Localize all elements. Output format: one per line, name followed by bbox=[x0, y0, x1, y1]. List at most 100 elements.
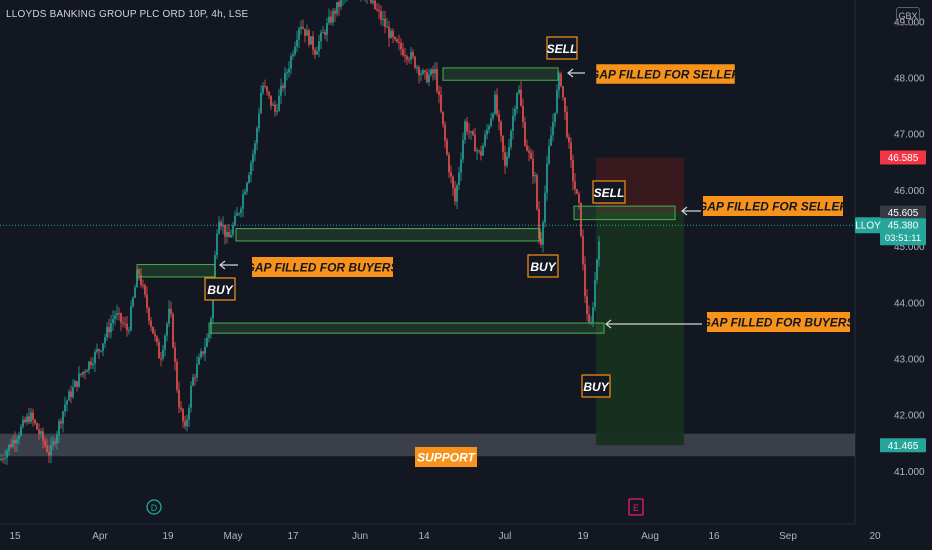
candle-body bbox=[100, 350, 102, 352]
candle-body bbox=[258, 113, 260, 129]
time-tick-label: 19 bbox=[577, 531, 589, 542]
candle-body bbox=[554, 112, 556, 123]
sell-signal-right: SELL bbox=[592, 180, 626, 204]
candle-body bbox=[286, 72, 288, 74]
candle-body bbox=[142, 285, 144, 287]
candle-body bbox=[224, 224, 226, 237]
candle-body bbox=[282, 85, 284, 89]
currency-badge[interactable]: GBX bbox=[896, 7, 920, 25]
candle-body bbox=[530, 152, 532, 159]
earnings-marker[interactable]: E bbox=[628, 498, 644, 516]
candle-body bbox=[90, 361, 92, 366]
candle-body bbox=[418, 67, 420, 76]
candle-body bbox=[106, 327, 108, 338]
candle-body bbox=[136, 269, 138, 288]
candle-body bbox=[278, 95, 280, 111]
candle-body bbox=[490, 118, 492, 127]
candle-body bbox=[88, 361, 90, 371]
dividend-marker[interactable]: D bbox=[146, 499, 162, 515]
candle-body bbox=[416, 67, 418, 69]
svg-text:46.585: 46.585 bbox=[888, 153, 919, 164]
seller-gap-zone-right bbox=[573, 205, 676, 221]
candle-body bbox=[296, 39, 298, 47]
candle-body bbox=[334, 10, 336, 14]
time-tick-label: 19 bbox=[162, 531, 174, 542]
candle-body bbox=[456, 185, 458, 202]
candle-body bbox=[164, 335, 166, 350]
price-tick-label: 44.000 bbox=[894, 298, 925, 309]
candle-body bbox=[584, 264, 586, 297]
svg-text:41.465: 41.465 bbox=[888, 441, 919, 452]
candle-body bbox=[598, 241, 600, 260]
candle-body bbox=[42, 431, 44, 441]
gap-label-buyers-lower: GAP FILLED FOR BUYERS bbox=[702, 312, 854, 332]
candle-body bbox=[150, 320, 152, 327]
candle-body bbox=[386, 26, 388, 28]
time-tick-label: 15 bbox=[9, 531, 21, 542]
candle-body bbox=[320, 32, 322, 42]
candle-body bbox=[234, 215, 236, 226]
candle-body bbox=[496, 94, 498, 115]
candle-body bbox=[526, 145, 528, 151]
time-axis[interactable]: 15 Apr 19 May 17 Jun 14 Jul 19 Aug 16 Sep 20 bbox=[9, 531, 881, 542]
candle-body bbox=[450, 172, 452, 177]
candle-body bbox=[18, 435, 20, 440]
candle-body bbox=[120, 313, 122, 323]
buy-signal-bottom: BUY bbox=[581, 374, 611, 398]
price-tick-label: 43.000 bbox=[894, 355, 925, 366]
candle-body bbox=[260, 92, 262, 114]
time-tick-label: Jul bbox=[499, 531, 512, 542]
candle-body bbox=[198, 357, 200, 365]
candle-body bbox=[230, 234, 232, 238]
stop-price-tag: 46.585 bbox=[880, 150, 926, 165]
candle-body bbox=[290, 56, 292, 69]
candle-body bbox=[122, 322, 124, 324]
candle-body bbox=[472, 131, 474, 136]
svg-text:GAP FILLED FOR BUYERS: GAP FILLED FOR BUYERS bbox=[246, 261, 399, 275]
candle-body bbox=[404, 55, 406, 57]
candle-body bbox=[194, 377, 196, 379]
candle-body bbox=[284, 72, 286, 89]
candle-body bbox=[256, 128, 258, 144]
candle-body bbox=[270, 95, 272, 106]
candle-body bbox=[228, 232, 230, 238]
candle-body bbox=[34, 419, 36, 424]
candle-body bbox=[478, 150, 480, 152]
candle-body bbox=[162, 349, 164, 359]
last-price-tag: 45.380 03:51:11 bbox=[880, 218, 926, 246]
candle-body bbox=[26, 416, 28, 423]
candle-body bbox=[226, 232, 228, 237]
candle-body bbox=[40, 431, 42, 434]
candle-body bbox=[420, 73, 422, 76]
arrow-icon bbox=[219, 68, 702, 329]
candle-body bbox=[406, 56, 408, 60]
candle-body bbox=[594, 279, 596, 308]
candle-body bbox=[506, 156, 508, 166]
price-axis[interactable]: 41.000 42.000 43.000 44.000 45.000 46.000 47.0… bbox=[894, 17, 925, 478]
candle-body bbox=[20, 426, 22, 436]
candle-body bbox=[74, 381, 76, 387]
candle-body bbox=[176, 361, 178, 390]
candle-body bbox=[166, 323, 168, 336]
candle-body bbox=[36, 423, 38, 430]
candle-body bbox=[324, 32, 326, 35]
candle-body bbox=[152, 326, 154, 334]
candle-body bbox=[446, 140, 448, 155]
candle-body bbox=[140, 274, 142, 286]
candle-body bbox=[218, 221, 220, 234]
candle-body bbox=[250, 163, 252, 175]
candle-body bbox=[378, 9, 380, 12]
candle-body bbox=[190, 385, 192, 408]
candle-body bbox=[460, 159, 462, 173]
svg-text:BUY: BUY bbox=[530, 260, 556, 274]
svg-text:SELL: SELL bbox=[594, 186, 625, 200]
candle-body bbox=[306, 30, 308, 36]
candle-body bbox=[108, 327, 110, 333]
candle-body bbox=[208, 334, 210, 338]
svg-text:03:51:11: 03:51:11 bbox=[885, 233, 921, 244]
svg-text:GAP FILLED FOR SELLER: GAP FILLED FOR SELLER bbox=[698, 200, 849, 214]
candle-body bbox=[492, 113, 494, 119]
candle-body bbox=[426, 72, 428, 83]
candle-body bbox=[392, 30, 394, 37]
